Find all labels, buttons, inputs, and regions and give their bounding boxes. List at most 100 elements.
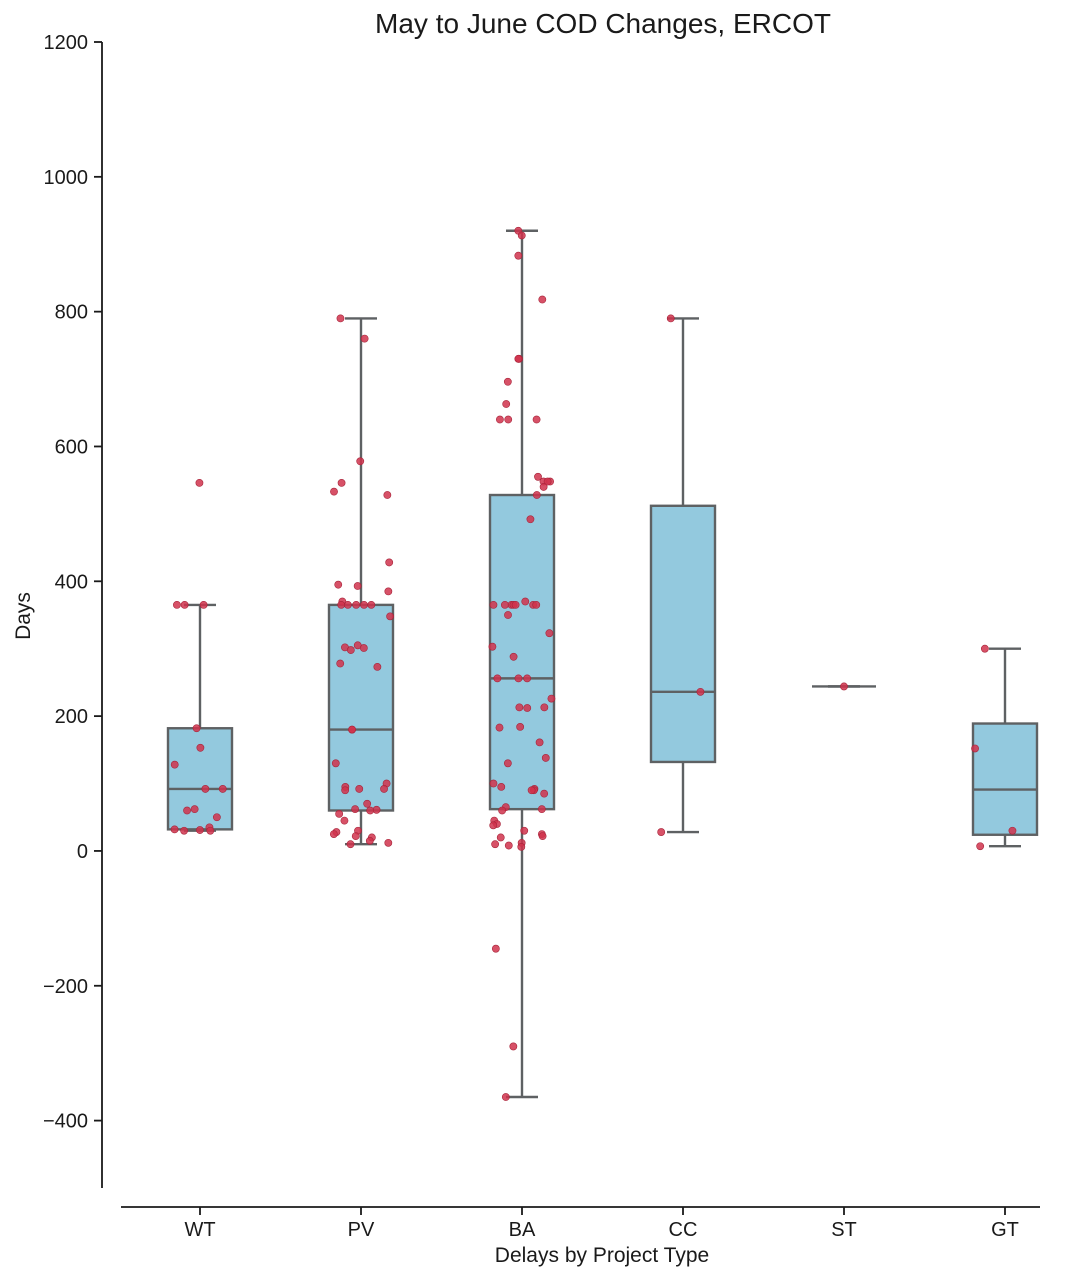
- data-point: [980, 644, 989, 653]
- data-point: [384, 838, 393, 847]
- data-point: [504, 841, 513, 850]
- data-point: [355, 785, 364, 793]
- data-point: [363, 799, 372, 808]
- data-point: [489, 600, 498, 609]
- data-point: [503, 759, 512, 768]
- box-gt: [971, 647, 1039, 848]
- x-axis: WT PV BA CC ST GT: [121, 1206, 1040, 1241]
- data-point: [359, 644, 368, 652]
- data-point: [383, 491, 392, 499]
- points-pv: [329, 314, 395, 849]
- data-point: [538, 295, 547, 304]
- data-point: [532, 600, 541, 609]
- y-tick-label: 1200: [44, 32, 89, 54]
- data-point: [365, 836, 374, 845]
- data-point: [199, 600, 208, 609]
- iqr-box: [488, 493, 556, 811]
- data-point: [497, 783, 506, 791]
- data-point: [335, 809, 344, 818]
- y-tick-label: 800: [55, 302, 88, 324]
- data-point: [666, 314, 675, 323]
- data-point: [348, 725, 356, 734]
- points-ba: [488, 226, 556, 1101]
- data-point: [514, 354, 523, 363]
- data-point: [523, 704, 532, 712]
- chart-title: May to June COD Changes, ERCOT: [375, 8, 831, 39]
- data-point: [334, 580, 343, 589]
- x-tick-label: CC: [669, 1219, 698, 1241]
- data-point: [496, 833, 505, 842]
- y-tick-label: −400: [43, 1111, 88, 1133]
- points-gt: [971, 644, 1017, 851]
- data-point: [346, 646, 355, 654]
- data-point: [521, 597, 530, 606]
- data-point: [1008, 826, 1017, 835]
- points-cc: [657, 314, 705, 836]
- data-point: [366, 806, 375, 815]
- data-point: [540, 789, 549, 798]
- data-point: [511, 600, 520, 609]
- data-point: [170, 760, 179, 769]
- data-point: [491, 840, 500, 849]
- iqr-box: [166, 727, 234, 831]
- data-point: [538, 832, 547, 841]
- data-point: [206, 826, 215, 835]
- box-wt: [166, 603, 234, 832]
- x-tick-label: ST: [831, 1219, 857, 1241]
- data-point: [516, 723, 525, 731]
- data-point: [539, 483, 548, 491]
- box-cc: [649, 317, 717, 834]
- data-point: [514, 674, 523, 683]
- data-point: [976, 842, 985, 851]
- data-point: [380, 785, 388, 793]
- iqr-box: [971, 722, 1039, 836]
- data-point: [515, 703, 524, 712]
- data-point: [534, 472, 542, 481]
- data-point: [336, 659, 345, 668]
- data-point: [504, 611, 512, 619]
- data-point: [180, 600, 189, 609]
- y-tick-label: 400: [55, 571, 88, 593]
- data-point: [496, 415, 504, 424]
- data-point: [520, 826, 529, 835]
- x-tick-label: BA: [509, 1219, 536, 1241]
- data-point: [360, 334, 369, 343]
- data-point: [340, 816, 349, 825]
- data-point: [503, 377, 512, 386]
- data-point: [501, 1093, 510, 1101]
- box-pv: [327, 317, 395, 846]
- data-point: [532, 491, 541, 499]
- data-point: [212, 813, 221, 822]
- iqr-box: [327, 603, 395, 812]
- y-tick-label: −200: [43, 976, 88, 998]
- data-point: [509, 652, 518, 661]
- data-point: [331, 759, 340, 768]
- data-point: [971, 744, 979, 753]
- data-point: [196, 826, 204, 834]
- x-tick-label: WT: [184, 1219, 215, 1241]
- data-point: [657, 828, 666, 836]
- data-point: [192, 724, 201, 733]
- y-tick-label: 1000: [44, 167, 89, 189]
- data-point: [341, 786, 350, 795]
- data-point: [351, 832, 360, 841]
- data-point: [352, 600, 361, 609]
- data-point: [343, 600, 352, 609]
- data-point: [356, 457, 365, 466]
- data-point: [195, 478, 204, 487]
- data-point: [373, 663, 382, 671]
- points-wt: [170, 478, 227, 835]
- data-point: [545, 629, 554, 638]
- data-point: [537, 805, 546, 814]
- data-point: [351, 805, 360, 814]
- points-st: [840, 682, 848, 691]
- data-point: [353, 582, 362, 590]
- x-axis-label: Delays by Project Type: [495, 1244, 709, 1267]
- data-point: [337, 600, 346, 609]
- data-point: [384, 587, 393, 596]
- data-point: [360, 600, 368, 609]
- data-point: [489, 779, 498, 788]
- data-point: [502, 400, 511, 408]
- data-point: [491, 944, 500, 953]
